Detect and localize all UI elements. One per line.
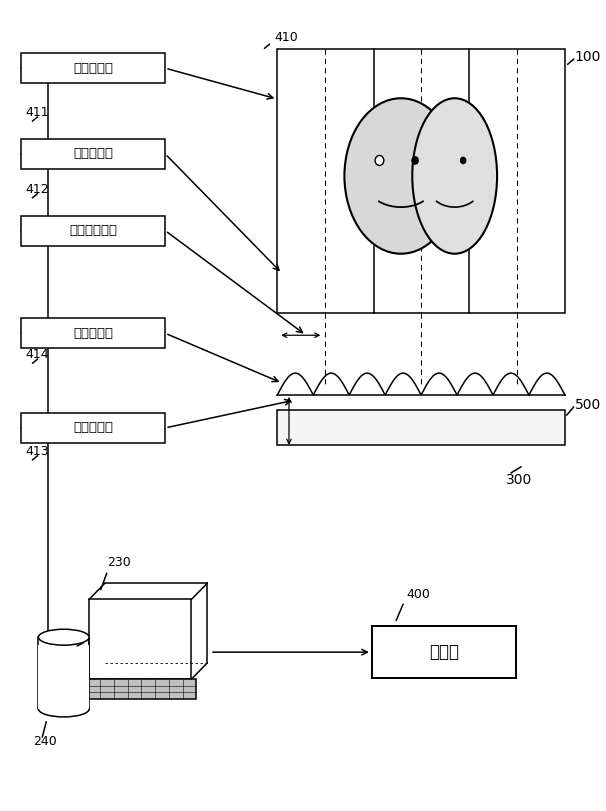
Ellipse shape <box>38 629 89 646</box>
Ellipse shape <box>411 157 419 165</box>
Bar <box>86 679 196 699</box>
Text: 成形型: 成形型 <box>429 643 459 661</box>
Text: 500: 500 <box>574 398 601 412</box>
Text: 240: 240 <box>33 735 58 748</box>
Bar <box>21 216 165 246</box>
Ellipse shape <box>412 98 497 254</box>
Text: 400: 400 <box>406 588 430 601</box>
Bar <box>21 413 165 443</box>
Text: 414: 414 <box>26 348 49 361</box>
Text: レンズ向き: レンズ向き <box>73 148 113 161</box>
Text: 410: 410 <box>275 32 298 45</box>
Text: 412: 412 <box>26 182 49 195</box>
Bar <box>372 626 516 678</box>
Text: レンズ位置: レンズ位置 <box>73 62 113 75</box>
Bar <box>38 646 89 709</box>
Ellipse shape <box>375 156 384 165</box>
Ellipse shape <box>460 157 466 164</box>
Bar <box>278 410 565 445</box>
Bar <box>21 318 165 348</box>
Text: 411: 411 <box>26 106 49 119</box>
Ellipse shape <box>38 701 89 717</box>
Text: 300: 300 <box>507 473 533 487</box>
Text: レンズピッチ: レンズピッチ <box>69 224 117 237</box>
Bar <box>89 599 191 679</box>
Bar <box>21 54 165 83</box>
Bar <box>21 139 165 169</box>
Text: 413: 413 <box>26 444 49 458</box>
Text: レンズ形状: レンズ形状 <box>73 327 113 340</box>
Bar <box>278 49 565 313</box>
Text: 230: 230 <box>107 556 130 569</box>
Text: レンズ厚さ: レンズ厚さ <box>73 422 113 435</box>
Ellipse shape <box>344 98 458 254</box>
Text: 100: 100 <box>574 50 601 64</box>
